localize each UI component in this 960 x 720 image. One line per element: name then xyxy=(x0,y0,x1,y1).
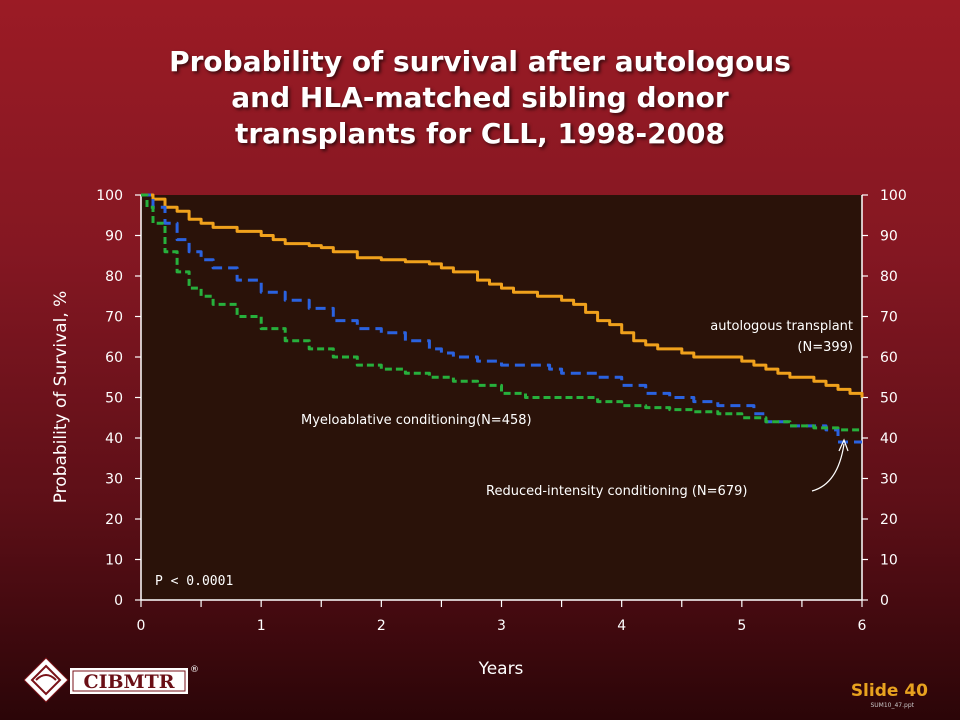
p-value-label: P < 0.0001 xyxy=(155,574,233,589)
logo-registered-mark: ® xyxy=(190,665,199,675)
chart-labels: Probability of Survival, % Years P < 0.0… xyxy=(51,291,853,679)
y-tick-label-right: 90 xyxy=(880,229,898,245)
y-tick-label-left: 40 xyxy=(105,431,123,447)
y-tick-label-right: 50 xyxy=(880,391,898,407)
survival-curves xyxy=(141,193,864,444)
y-tick-label-right: 80 xyxy=(880,269,898,285)
x-tick-label: 2 xyxy=(377,618,386,634)
y-tick-label-left: 60 xyxy=(105,350,123,366)
x-tick-label: 1 xyxy=(257,618,266,634)
x-tick-label: 0 xyxy=(137,618,146,634)
logo-wordmark: CIBMTR xyxy=(83,671,174,693)
title-line-1: Probability of survival after autologous xyxy=(169,45,791,78)
y-tick-label-left: 100 xyxy=(96,188,123,204)
y-tick-label-left: 70 xyxy=(105,310,123,326)
y-tick-label-left: 90 xyxy=(105,229,123,245)
cibmtr-logo: CIBMTR ® xyxy=(24,657,199,703)
y-tick-label-right: 30 xyxy=(880,472,898,488)
myeloablative-label: Myeloablative conditioning(N=458) xyxy=(301,413,532,428)
reduced-intensity-label: Reduced-intensity conditioning (N=679) xyxy=(486,484,747,499)
autologous-label-line-2: (N=399) xyxy=(797,340,853,355)
x-tick-label: 5 xyxy=(737,618,746,634)
y-tick-label-left: 20 xyxy=(105,512,123,528)
title-line-2: and HLA-matched sibling donor xyxy=(231,81,729,114)
y-tick-label-right: 0 xyxy=(880,593,889,609)
y-tick-label-right: 60 xyxy=(880,350,898,366)
y-tick-label-right: 100 xyxy=(880,188,907,204)
autologous-curve xyxy=(141,193,864,398)
y-tick-label-left: 30 xyxy=(105,472,123,488)
myeloablative-curve xyxy=(141,193,862,444)
autologous-label-line-1: autologous transplant xyxy=(710,319,853,334)
y-tick-label-left: 0 xyxy=(114,593,123,609)
file-reference: SUM10_47.ppt xyxy=(870,702,914,709)
y-tick-label-right: 10 xyxy=(880,553,898,569)
title-line-3: transplants for CLL, 1998-2008 xyxy=(234,117,726,150)
y-tick-label-right: 70 xyxy=(880,310,898,326)
y-tick-label-right: 20 xyxy=(880,512,898,528)
y-tick-label-right: 40 xyxy=(880,431,898,447)
y-tick-label-left: 10 xyxy=(105,553,123,569)
x-axis-title: Years xyxy=(478,659,524,679)
x-tick-label: 4 xyxy=(617,618,626,634)
x-tick-label: 3 xyxy=(497,618,506,634)
slide-number: Slide 40 xyxy=(850,681,928,701)
y-tick-label-left: 80 xyxy=(105,269,123,285)
slide-title: Probability of survival after autologous… xyxy=(60,44,900,152)
reduced-intensity-arrow-icon xyxy=(811,443,845,492)
x-tick-label: 6 xyxy=(858,618,867,634)
y-axis-title: Probability of Survival, % xyxy=(51,291,71,504)
arrow-head-icon xyxy=(838,438,849,452)
y-tick-label-left: 50 xyxy=(105,391,123,407)
plot-area xyxy=(141,195,862,600)
